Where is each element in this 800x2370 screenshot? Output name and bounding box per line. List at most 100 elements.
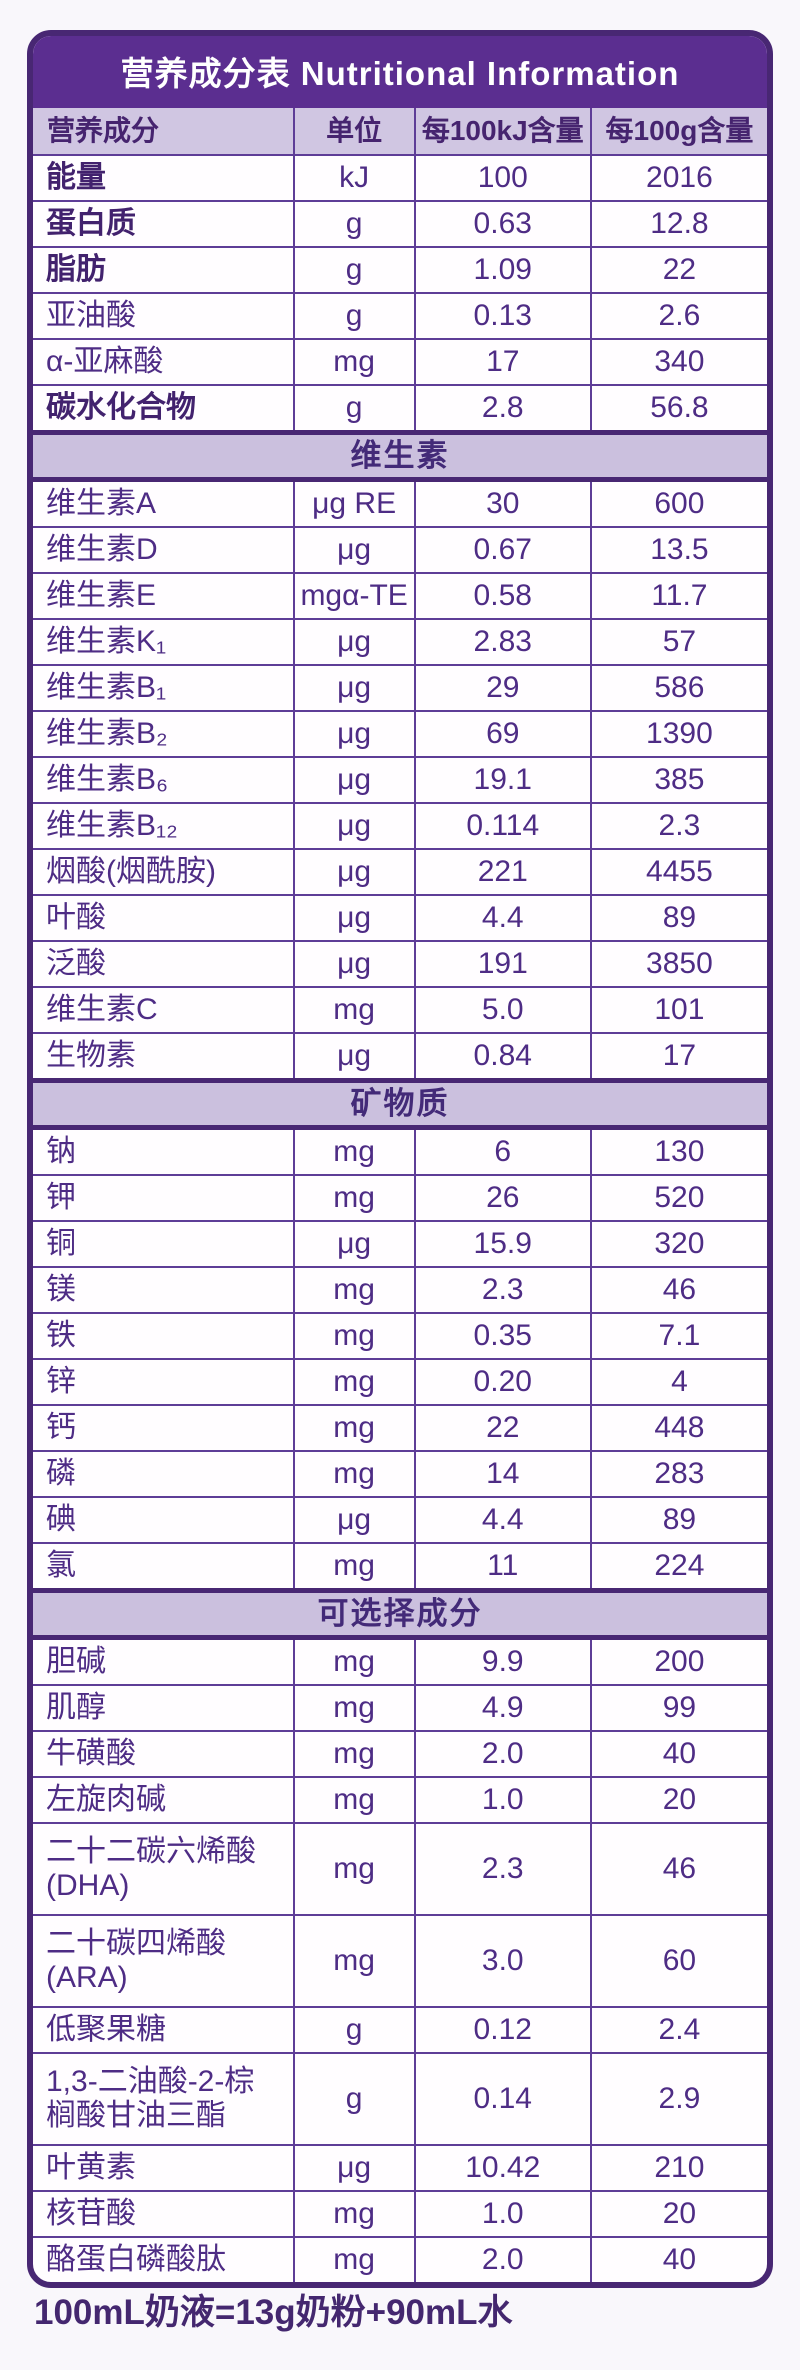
- cell-per-100kj: 0.14: [413, 2052, 592, 2146]
- cell-nutrient-name: 维生素B₁₂: [33, 802, 295, 850]
- cell-per-100kj: 2.0: [413, 1730, 592, 1778]
- cell-per-100kj: 19.1: [413, 756, 592, 804]
- cell-nutrient-name: 锌: [33, 1358, 295, 1406]
- cell-unit: μg: [292, 940, 416, 988]
- cell-per-100kj: 14: [413, 1450, 592, 1498]
- cell-nutrient-name: 低聚果糖: [33, 2006, 295, 2054]
- cell-unit: g: [292, 2006, 416, 2054]
- table-row: 维生素E mgα-TE 0.58 11.7: [33, 572, 767, 620]
- table-row: 牛磺酸 mg 2.0 40: [33, 1730, 767, 1778]
- cell-per-100kj: 1.09: [413, 246, 592, 294]
- cell-nutrient-name: 亚油酸: [33, 292, 295, 340]
- cell-unit: μg: [292, 1032, 416, 1082]
- cell-unit: μg RE: [292, 478, 416, 528]
- table-row: 维生素D μg 0.67 13.5: [33, 526, 767, 574]
- cell-unit: mg: [292, 1776, 416, 1824]
- cell-unit: mg: [292, 1914, 416, 2008]
- cell-nutrient-name: 镁: [33, 1266, 295, 1314]
- cell-per-100kj: 0.20: [413, 1358, 592, 1406]
- cell-nutrient-name: α-亚麻酸: [33, 338, 295, 386]
- table-row: 碳水化合物 g 2.8 56.8: [33, 384, 767, 434]
- cell-nutrient-name: 蛋白质: [33, 200, 295, 248]
- cell-per-100g: 224: [589, 1542, 767, 1592]
- cell-per-100g: 2016: [589, 154, 767, 202]
- cell-per-100kj: 1.0: [413, 1776, 592, 1824]
- cell-per-100g: 57: [589, 618, 767, 666]
- cell-per-100g: 210: [589, 2144, 767, 2192]
- table-row: 氯 mg 11 224: [33, 1542, 767, 1592]
- cell-per-100kj: 2.0: [413, 2236, 592, 2282]
- cell-per-100kj: 4.4: [413, 894, 592, 942]
- cell-per-100g: 320: [589, 1220, 767, 1268]
- cell-per-100g: 13.5: [589, 526, 767, 574]
- cell-unit: g: [292, 2052, 416, 2146]
- section-header: 维生素: [33, 430, 767, 482]
- cell-per-100kj: 221: [413, 848, 592, 896]
- table-row: 叶黄素 μg 10.42 210: [33, 2144, 767, 2192]
- cell-per-100g: 4455: [589, 848, 767, 896]
- cell-per-100kj: 0.67: [413, 526, 592, 574]
- cell-nutrient-name: 核苷酸: [33, 2190, 295, 2238]
- cell-per-100kj: 22: [413, 1404, 592, 1452]
- table-row: 肌醇 mg 4.9 99: [33, 1684, 767, 1732]
- table-row: 能量 kJ 100 2016: [33, 154, 767, 202]
- cell-nutrient-name: 胆碱: [33, 1636, 295, 1686]
- cell-per-100kj: 0.58: [413, 572, 592, 620]
- cell-per-100kj: 15.9: [413, 1220, 592, 1268]
- cell-per-100g: 11.7: [589, 572, 767, 620]
- cell-per-100kj: 2.3: [413, 1266, 592, 1314]
- cell-per-100g: 46: [589, 1266, 767, 1314]
- cell-per-100g: 56.8: [589, 384, 767, 434]
- cell-per-100g: 3850: [589, 940, 767, 988]
- table-row: 钙 mg 22 448: [33, 1404, 767, 1452]
- cell-unit: mg: [292, 1312, 416, 1360]
- cell-nutrient-name: 二十碳四烯酸 (ARA): [33, 1914, 295, 2008]
- cell-per-100kj: 2.83: [413, 618, 592, 666]
- cell-per-100g: 7.1: [589, 1312, 767, 1360]
- cell-per-100kj: 0.114: [413, 802, 592, 850]
- table-row: α-亚麻酸 mg 17 340: [33, 338, 767, 386]
- table-row: 蛋白质 g 0.63 12.8: [33, 200, 767, 248]
- cell-unit: g: [292, 200, 416, 248]
- cell-per-100g: 2.3: [589, 802, 767, 850]
- cell-unit: mg: [292, 1822, 416, 1916]
- cell-nutrient-name: 1,3-二油酸-2-棕 榈酸甘油三酯: [33, 2052, 295, 2146]
- cell-per-100g: 200: [589, 1636, 767, 1686]
- cell-per-100g: 99: [589, 1684, 767, 1732]
- cell-unit: μg: [292, 756, 416, 804]
- table-row: 维生素B₁ μg 29 586: [33, 664, 767, 712]
- table-row: 低聚果糖 g 0.12 2.4: [33, 2006, 767, 2054]
- cell-per-100g: 2.9: [589, 2052, 767, 2146]
- cell-unit: mg: [292, 986, 416, 1034]
- table-row: 锌 mg 0.20 4: [33, 1358, 767, 1406]
- cell-per-100g: 283: [589, 1450, 767, 1498]
- cell-per-100g: 60: [589, 1914, 767, 2008]
- cell-unit: g: [292, 246, 416, 294]
- cell-unit: mg: [292, 1404, 416, 1452]
- cell-nutrient-name: 脂肪: [33, 246, 295, 294]
- col-header-per-100g: 每100g含量: [589, 108, 767, 156]
- cell-nutrient-name: 维生素E: [33, 572, 295, 620]
- cell-unit: mg: [292, 338, 416, 386]
- cell-nutrient-name: 维生素B₁: [33, 664, 295, 712]
- cell-per-100kj: 0.13: [413, 292, 592, 340]
- table-row: 左旋肉碱 mg 1.0 20: [33, 1776, 767, 1824]
- table-row: 1,3-二油酸-2-棕 榈酸甘油三酯 g 0.14 2.9: [33, 2052, 767, 2146]
- table-row: 镁 mg 2.3 46: [33, 1266, 767, 1314]
- cell-per-100kj: 0.63: [413, 200, 592, 248]
- cell-nutrient-name: 维生素C: [33, 986, 295, 1034]
- cell-per-100g: 22: [589, 246, 767, 294]
- cell-unit: μg: [292, 1496, 416, 1544]
- cell-per-100g: 20: [589, 1776, 767, 1824]
- cell-per-100kj: 29: [413, 664, 592, 712]
- cell-unit: kJ: [292, 154, 416, 202]
- cell-unit: μg: [292, 618, 416, 666]
- cell-nutrient-name: 叶黄素: [33, 2144, 295, 2192]
- table-row: 维生素B₆ μg 19.1 385: [33, 756, 767, 804]
- cell-per-100kj: 4.9: [413, 1684, 592, 1732]
- cell-per-100kj: 0.35: [413, 1312, 592, 1360]
- cell-nutrient-name: 酪蛋白磷酸肽: [33, 2236, 295, 2282]
- cell-per-100kj: 2.8: [413, 384, 592, 434]
- cell-per-100g: 130: [589, 1126, 767, 1176]
- cell-per-100kj: 3.0: [413, 1914, 592, 2008]
